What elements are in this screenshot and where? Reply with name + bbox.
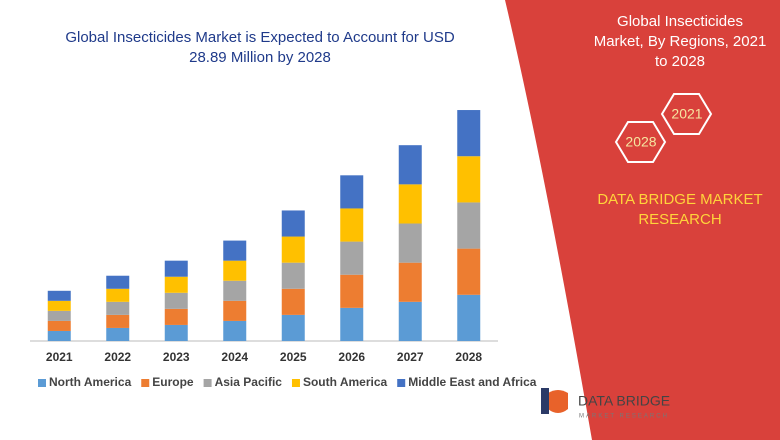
bar-segment (281, 288, 305, 315)
hexagon-label: 2021 (671, 106, 702, 122)
legend-label: Asia Pacific (215, 375, 283, 389)
bar-segment (164, 292, 188, 309)
bar-segment (164, 324, 188, 341)
bar-segment (164, 260, 188, 277)
bar-segment (457, 202, 481, 249)
bar-segment (281, 262, 305, 289)
brand-text: DATA BRIDGE MARKET RESEARCH (597, 191, 763, 228)
bar-segment (340, 208, 364, 242)
bar-segment (457, 294, 481, 341)
bar-segment (457, 156, 481, 203)
bar-segment (223, 320, 247, 341)
chart-title: Global Insecticides Market is Expected t… (65, 29, 455, 66)
bar-segment (223, 300, 247, 321)
bar-segment (164, 308, 188, 325)
bar-segment (281, 210, 305, 237)
bar-segment (340, 175, 364, 209)
x-tick-label: 2028 (455, 350, 482, 364)
x-tick-label: 2023 (163, 350, 190, 364)
legend-swatch (291, 379, 300, 387)
hexagon-label: 2028 (625, 134, 656, 150)
bar-segment (398, 262, 422, 302)
bar-segment (47, 310, 71, 321)
x-tick-label: 2022 (104, 350, 131, 364)
bar-segment (223, 260, 247, 281)
bar-segment (457, 110, 481, 157)
bar-segment (106, 327, 130, 341)
bar-segment (398, 223, 422, 263)
panel-title: Global Insecticides Market, By Regions, … (593, 13, 767, 70)
logo-icon (541, 388, 549, 414)
legend-label: South America (303, 375, 388, 389)
legend-label: Middle East and Africa (408, 375, 537, 389)
bar-segment (340, 307, 364, 341)
bar-segment (457, 248, 481, 295)
x-tick-label: 2027 (397, 350, 424, 364)
legend-swatch (141, 379, 150, 387)
legend-swatch (38, 379, 46, 387)
x-tick-label: 2025 (280, 350, 307, 364)
bar-segment (47, 290, 71, 301)
legend-label: Europe (152, 375, 194, 389)
bar-segment (398, 184, 422, 224)
bar-segment (164, 276, 188, 293)
bar-segment (223, 280, 247, 301)
logo-tagline: MARKET RESEARCH (579, 414, 669, 420)
x-tick-label: 2021 (46, 350, 73, 364)
bar-segment (106, 301, 130, 315)
bar-segment (340, 274, 364, 308)
bar-segment (47, 320, 71, 331)
x-tick-label: 2024 (221, 350, 248, 364)
x-tick-label: 2026 (338, 350, 365, 364)
bar-segment (340, 241, 364, 275)
bar-segment (47, 330, 71, 341)
bar-segment (398, 301, 422, 341)
red-panel (505, 0, 780, 440)
hexagon (660, 93, 713, 135)
logo-name: DATA BRIDGE (578, 393, 670, 409)
bar-segment (223, 240, 247, 261)
bar-segment (106, 288, 130, 302)
bar-segment (106, 275, 130, 289)
bar-segment (281, 236, 305, 263)
hexagon (614, 121, 667, 163)
bar-segment (106, 314, 130, 328)
logo-icon (548, 390, 568, 413)
bar-segment (47, 300, 71, 311)
legend-label: North America (49, 375, 132, 389)
legend-swatch (397, 379, 406, 387)
legend-swatch (203, 379, 212, 387)
bar-segment (398, 145, 422, 185)
bar-segment (281, 314, 305, 341)
